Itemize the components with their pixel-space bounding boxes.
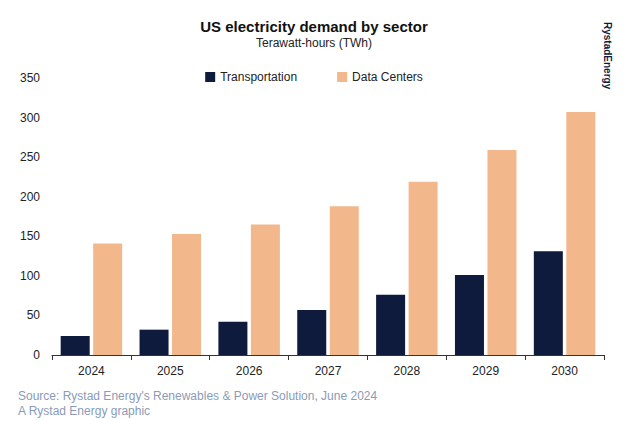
svg-text:100: 100 bbox=[20, 269, 40, 283]
svg-text:2030: 2030 bbox=[551, 364, 578, 378]
svg-text:50: 50 bbox=[27, 308, 41, 322]
svg-text:Transportation: Transportation bbox=[220, 70, 297, 84]
svg-text:2029: 2029 bbox=[472, 364, 499, 378]
svg-text:US electricity demand by secto: US electricity demand by sector bbox=[200, 18, 428, 35]
svg-text:350: 350 bbox=[20, 71, 40, 85]
svg-text:Data Centers: Data Centers bbox=[352, 70, 423, 84]
svg-text:200: 200 bbox=[20, 190, 40, 204]
svg-text:RystadEnergy: RystadEnergy bbox=[602, 22, 613, 90]
svg-text:Terawatt-hours (TWh): Terawatt-hours (TWh) bbox=[256, 36, 372, 50]
svg-text:250: 250 bbox=[20, 150, 40, 164]
svg-text:2028: 2028 bbox=[394, 364, 421, 378]
svg-text:2024: 2024 bbox=[78, 364, 105, 378]
svg-text:2025: 2025 bbox=[157, 364, 184, 378]
svg-text:0: 0 bbox=[33, 348, 40, 362]
svg-text:Source: Rystad Energy's Renewa: Source: Rystad Energy's Renewables & Pow… bbox=[18, 389, 377, 403]
svg-text:150: 150 bbox=[20, 229, 40, 243]
svg-text:A Rystad Energy graphic: A Rystad Energy graphic bbox=[18, 404, 150, 418]
svg-text:2026: 2026 bbox=[236, 364, 263, 378]
svg-text:2027: 2027 bbox=[315, 364, 342, 378]
svg-text:300: 300 bbox=[20, 111, 40, 125]
